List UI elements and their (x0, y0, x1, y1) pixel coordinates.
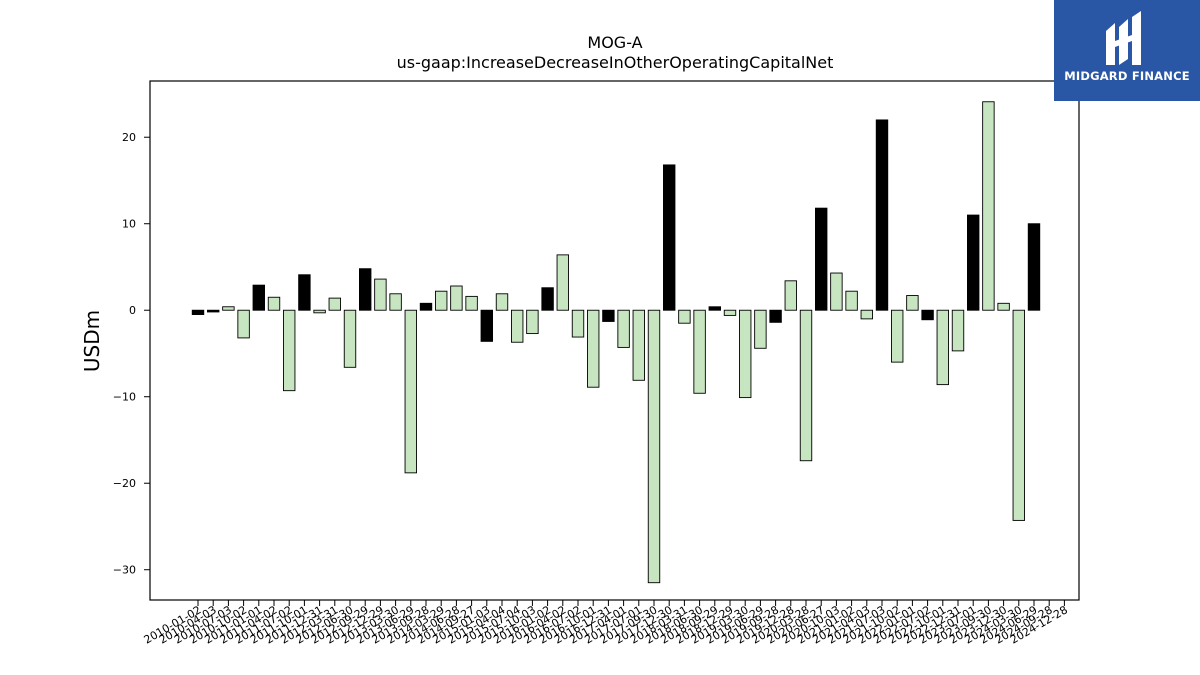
y-tick-label: −10 (113, 391, 136, 404)
x-axis-ticks: 2010-01-022010-04-032010-07-032010-10-02… (142, 600, 1070, 647)
bar (860, 309, 873, 320)
bar (404, 309, 417, 474)
bar (343, 309, 357, 368)
bar (663, 164, 676, 311)
bar (617, 309, 630, 348)
bar (1012, 309, 1025, 521)
bar (647, 309, 661, 584)
plot-frame (149, 80, 1080, 601)
bar (845, 290, 858, 311)
bar (313, 309, 326, 314)
bar (739, 309, 752, 399)
y-axis-ticks: 20 10 0 −10 −20 −30 (113, 131, 150, 577)
bar (891, 309, 904, 363)
bar (936, 309, 949, 386)
bar (906, 295, 919, 311)
bar (921, 309, 934, 321)
bar (875, 119, 889, 311)
y-tick-label: 10 (122, 218, 136, 231)
chart-title: MOG-A (587, 33, 642, 52)
bar (571, 309, 585, 338)
bar (495, 293, 509, 311)
bar (359, 268, 372, 311)
brand-logo: MIDGARD FINANCE (1054, 0, 1200, 101)
bar (602, 309, 615, 322)
bar (587, 309, 600, 388)
bar (480, 309, 493, 342)
bar (830, 272, 843, 311)
y-tick-label: −30 (113, 564, 136, 577)
y-tick-label: −20 (113, 477, 136, 490)
bar (632, 309, 645, 381)
chart-subtitle: us-gaap:IncreaseDecreaseInOtherOperating… (397, 53, 834, 72)
bar (191, 309, 205, 316)
bars-group (191, 101, 1041, 584)
bar (693, 309, 706, 394)
bar (298, 274, 311, 311)
bar (982, 101, 995, 311)
bar (526, 309, 539, 335)
bar (206, 309, 220, 313)
bar (784, 280, 797, 311)
bar (389, 293, 402, 311)
logo-text: MIDGARD FINANCE (1064, 69, 1190, 83)
y-tick-label: 20 (122, 131, 136, 144)
bar (419, 302, 433, 311)
bar (799, 309, 813, 462)
bar (769, 309, 782, 323)
bar (465, 295, 478, 311)
bar (951, 309, 965, 352)
bar (1027, 223, 1041, 311)
bar (435, 290, 448, 311)
bar (252, 284, 266, 311)
bar (237, 309, 250, 339)
bar (997, 302, 1010, 311)
bar (328, 297, 341, 311)
bar (723, 309, 737, 316)
bar (374, 278, 387, 311)
bar (283, 309, 296, 392)
bar (511, 309, 524, 343)
y-tick-label: 0 (129, 304, 136, 317)
bar (450, 285, 463, 311)
bar (541, 287, 554, 311)
bar (754, 309, 767, 349)
bar (815, 207, 828, 311)
bar (967, 214, 980, 311)
bar (222, 306, 235, 311)
bar (678, 309, 691, 324)
bar (556, 254, 569, 311)
logo-mark-icon (1106, 11, 1141, 65)
y-axis-label: USDm (80, 310, 104, 372)
bar (267, 296, 281, 311)
bar (708, 306, 721, 311)
